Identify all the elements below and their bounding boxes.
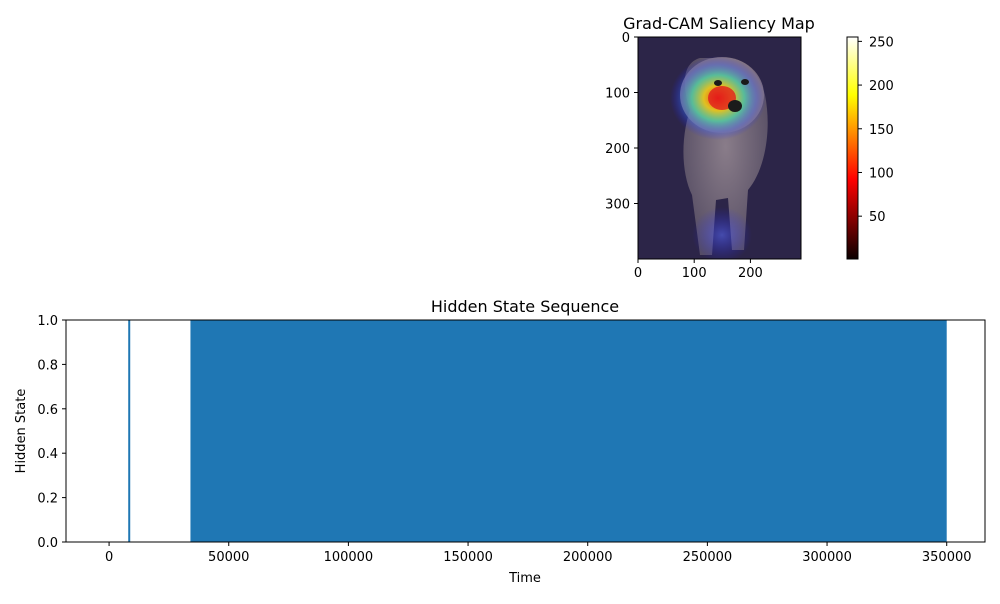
y-tick-label: 0.6: [37, 403, 58, 418]
hidden-state-segment: [128, 320, 131, 542]
y-tick-label: 0.2: [37, 492, 58, 507]
colorbar-ticks: 50 100 150 200 250: [858, 35, 894, 225]
x-tick-label: 0: [105, 550, 113, 565]
x-axis-label: Time: [508, 571, 541, 586]
x-tick-label: 100000: [324, 550, 374, 565]
colorbar-tick-label: 100: [869, 166, 894, 181]
colorbar-tick-label: 50: [869, 210, 886, 225]
hidden-state-series: [128, 320, 947, 542]
hidden-state-panel: Hidden State Sequence 0 50000 100000 150000…: [14, 297, 986, 586]
leg-glow: [692, 207, 752, 259]
y-tick-label: 0.4: [37, 447, 58, 462]
hidden-state-axes-frame: [65, 319, 986, 543]
saliency-axis-ticks: 0 100 200 0 100 200 300: [605, 31, 763, 281]
saliency-y-tick-label: 300: [605, 198, 630, 213]
colorbar-tick-label: 200: [869, 79, 894, 94]
x-tick-label: 300000: [802, 550, 852, 565]
x-tick-label: 250000: [683, 550, 733, 565]
saliency-y-tick-label: 200: [605, 142, 630, 157]
x-tick-label: 50000: [208, 550, 249, 565]
saliency-image: [638, 37, 801, 259]
x-tick-label: 150000: [443, 550, 493, 565]
saliency-y-tick-label: 0: [622, 31, 630, 46]
x-tick-label: 350000: [922, 550, 972, 565]
dog-nose: [728, 100, 742, 112]
saliency-map-panel: Grad-CAM Saliency Map 0 100 2000100200300 …: [605, 14, 894, 281]
saliency-x-tick-label: 0: [634, 266, 642, 281]
y-tick-label: 1.0: [37, 314, 58, 329]
hidden-state-segment: [190, 320, 947, 542]
y-tick-label: 0.0: [37, 536, 58, 551]
saliency-x-tick-label: 200: [738, 266, 763, 281]
saliency-x-tick-label: 100: [682, 266, 707, 281]
colorbar: [846, 36, 859, 260]
colorbar-tick-label: 250: [869, 35, 894, 50]
saliency-y-tick-label: 100: [605, 87, 630, 102]
saliency-map-title: Grad-CAM Saliency Map: [623, 14, 815, 33]
colorbar-tick-label: 150: [869, 123, 894, 138]
x-tick-label: 200000: [563, 550, 613, 565]
dog-eye-left: [714, 80, 722, 86]
y-tick-label: 0.8: [37, 358, 58, 373]
hidden-state-axis-ticks: 0 50000 100000 150000 200000 250000 300000 3500…: [37, 314, 971, 565]
dog-eye-right: [741, 79, 749, 85]
hidden-state-title: Hidden State Sequence: [431, 297, 619, 316]
y-axis-label: Hidden State: [14, 389, 29, 474]
